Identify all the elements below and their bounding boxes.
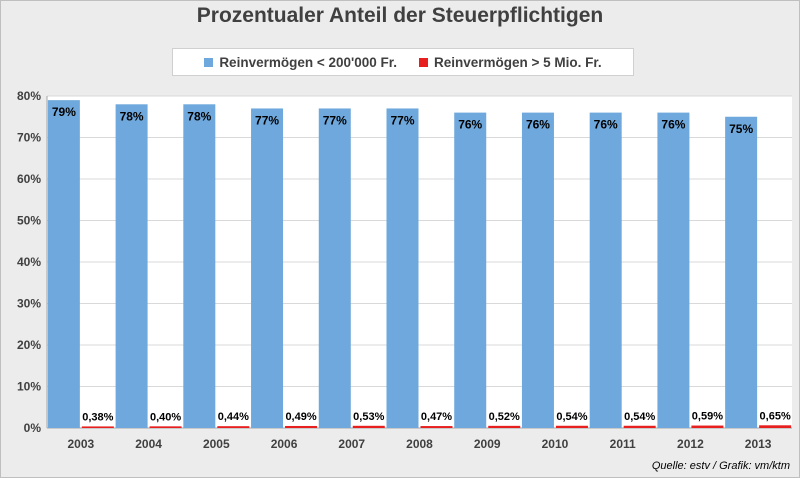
x-tick-label: 2006	[271, 437, 298, 451]
bar-small-wealth	[251, 108, 284, 428]
bar-small-wealth	[47, 100, 80, 429]
bar-large-wealth	[217, 426, 250, 428]
bar-large-wealth	[691, 425, 724, 428]
bar-large-wealth	[488, 425, 521, 428]
x-tick-label: 2011	[610, 437, 636, 451]
bar-small-wealth	[183, 104, 216, 429]
legend-swatch-large-wealth	[419, 57, 428, 67]
bar-small-wealth	[318, 108, 351, 428]
x-tick-label: 2005	[203, 437, 230, 451]
y-tick-label: 70%	[17, 131, 41, 145]
bar-large-wealth	[285, 425, 318, 428]
data-label-large-wealth: 0,54%	[556, 411, 587, 423]
data-label-small-wealth: 76%	[526, 118, 550, 132]
data-label-small-wealth: 79%	[52, 105, 76, 119]
bar-large-wealth	[352, 425, 385, 428]
y-tick-label: 60%	[17, 172, 41, 186]
x-tick-label: 2004	[135, 437, 162, 451]
bar-large-wealth	[555, 425, 588, 428]
data-label-small-wealth: 77%	[390, 113, 414, 127]
data-label-small-wealth: 75%	[729, 122, 753, 136]
y-tick-label: 30%	[17, 297, 41, 311]
bar-small-wealth	[386, 108, 419, 428]
x-tick-label: 2003	[68, 437, 95, 451]
bar-small-wealth	[657, 112, 690, 428]
bar-small-wealth	[454, 112, 487, 428]
data-label-small-wealth: 77%	[255, 113, 279, 127]
x-tick-label: 2010	[542, 437, 569, 451]
legend-label-large-wealth: Reinvermögen > 5 Mio. Fr.	[434, 54, 602, 70]
bar-small-wealth	[589, 112, 622, 428]
legend: Reinvermögen < 200'000 Fr. Reinvermögen …	[172, 48, 634, 76]
data-label-large-wealth: 0,47%	[421, 411, 452, 423]
x-tick-label: 2012	[677, 437, 704, 451]
data-label-small-wealth: 77%	[323, 113, 347, 127]
data-label-large-wealth: 0,49%	[285, 411, 316, 423]
data-label-small-wealth: 76%	[458, 118, 482, 132]
data-label-small-wealth: 76%	[594, 118, 618, 132]
data-label-small-wealth: 78%	[120, 109, 144, 123]
source-note: Quelle: estv / Grafik: vm/ktm	[651, 460, 790, 472]
bar-large-wealth	[623, 425, 656, 428]
chart-title: Prozentualer Anteil der Steuerpflichtige…	[196, 4, 604, 27]
x-tick-label: 2013	[745, 437, 772, 451]
x-tick-label: 2008	[406, 437, 433, 451]
y-tick-label: 80%	[17, 89, 41, 103]
y-tick-label: 0%	[24, 421, 42, 435]
bar-small-wealth	[521, 112, 554, 428]
data-label-large-wealth: 0,54%	[624, 411, 655, 423]
y-tick-label: 10%	[17, 380, 41, 394]
x-tick-label: 2007	[338, 437, 365, 451]
data-label-large-wealth: 0,38%	[82, 411, 113, 423]
bar-large-wealth	[81, 426, 114, 428]
y-tick-label: 50%	[17, 214, 41, 228]
bar-large-wealth	[420, 426, 453, 428]
data-label-large-wealth: 0,40%	[150, 411, 181, 423]
bar-small-wealth	[725, 116, 758, 428]
data-label-large-wealth: 0,52%	[489, 411, 520, 423]
data-label-large-wealth: 0,44%	[218, 411, 249, 423]
bar-large-wealth	[149, 426, 182, 428]
data-label-large-wealth: 0,59%	[692, 411, 723, 423]
x-tick-label: 2009	[474, 437, 501, 451]
y-tick-label: 40%	[17, 255, 41, 269]
data-label-small-wealth: 78%	[187, 109, 211, 123]
legend-item-large-wealth: Reinvermögen > 5 Mio. Fr.	[419, 55, 602, 70]
data-label-small-wealth: 76%	[661, 118, 685, 132]
legend-item-small-wealth: Reinvermögen < 200'000 Fr.	[204, 55, 397, 70]
y-tick-label: 20%	[17, 338, 41, 352]
legend-swatch-small-wealth	[204, 57, 214, 67]
bar-small-wealth	[115, 104, 148, 429]
data-label-large-wealth: 0,65%	[760, 410, 791, 422]
data-label-large-wealth: 0,53%	[353, 411, 384, 423]
bar-large-wealth	[759, 425, 792, 428]
legend-label-small-wealth: Reinvermögen < 200'000 Fr.	[219, 54, 397, 70]
